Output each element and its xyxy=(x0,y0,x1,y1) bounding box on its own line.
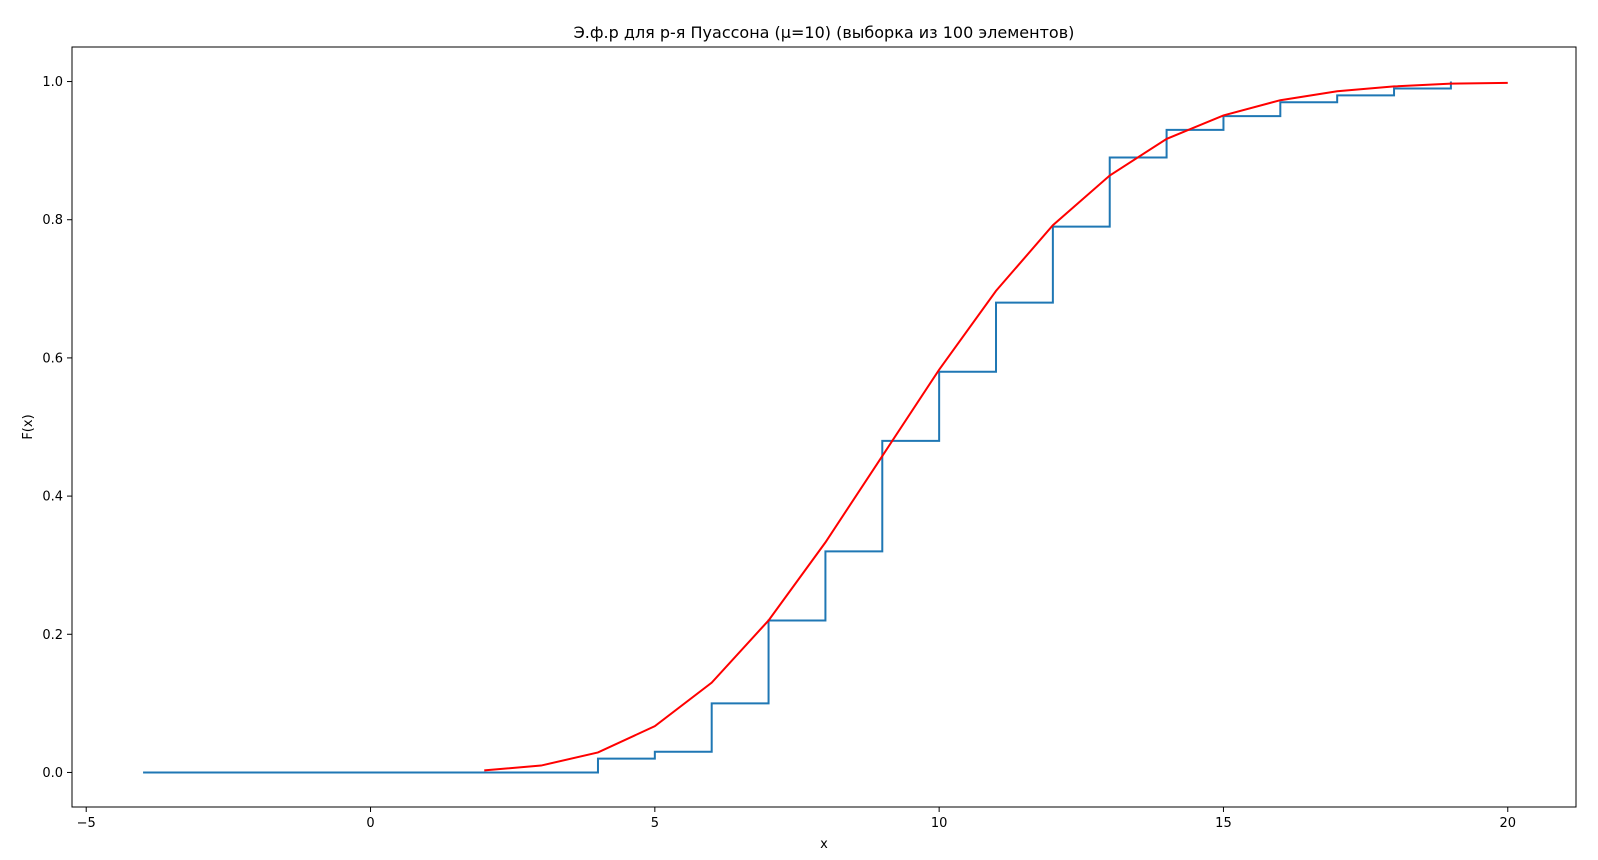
x-tick-label: 20 xyxy=(1499,816,1516,831)
poisson-cdf-line xyxy=(484,81,1508,772)
x-tick-label: 5 xyxy=(651,816,659,831)
x-tick-label: 15 xyxy=(1215,816,1232,831)
y-tick-label: 1.0 xyxy=(42,75,63,90)
x-axis-label: x xyxy=(820,837,828,852)
y-axis: 0.0 0.2 0.4 0.6 0.8 1.0 xyxy=(42,75,72,781)
x-tick-label: 0 xyxy=(366,816,374,831)
y-tick-label: 0.2 xyxy=(42,628,63,643)
y-tick-label: 0.4 xyxy=(42,490,63,505)
plot-area xyxy=(143,81,1508,774)
x-tick-label: 10 xyxy=(931,816,948,831)
axes-frame xyxy=(71,46,1577,808)
y-tick-label: 0.0 xyxy=(42,766,63,781)
y-axis-label: F(x) xyxy=(21,414,36,439)
y-tick-label: 0.6 xyxy=(42,351,63,366)
x-tick-label: −5 xyxy=(77,816,96,831)
x-axis: −5 0 5 10 15 20 xyxy=(77,807,1516,831)
y-tick-label: 0.8 xyxy=(42,213,63,228)
ecdf-step-line xyxy=(143,81,1452,774)
chart-title: Э.ф.р для р-я Пуассона (μ=10) (выборка и… xyxy=(574,23,1075,42)
